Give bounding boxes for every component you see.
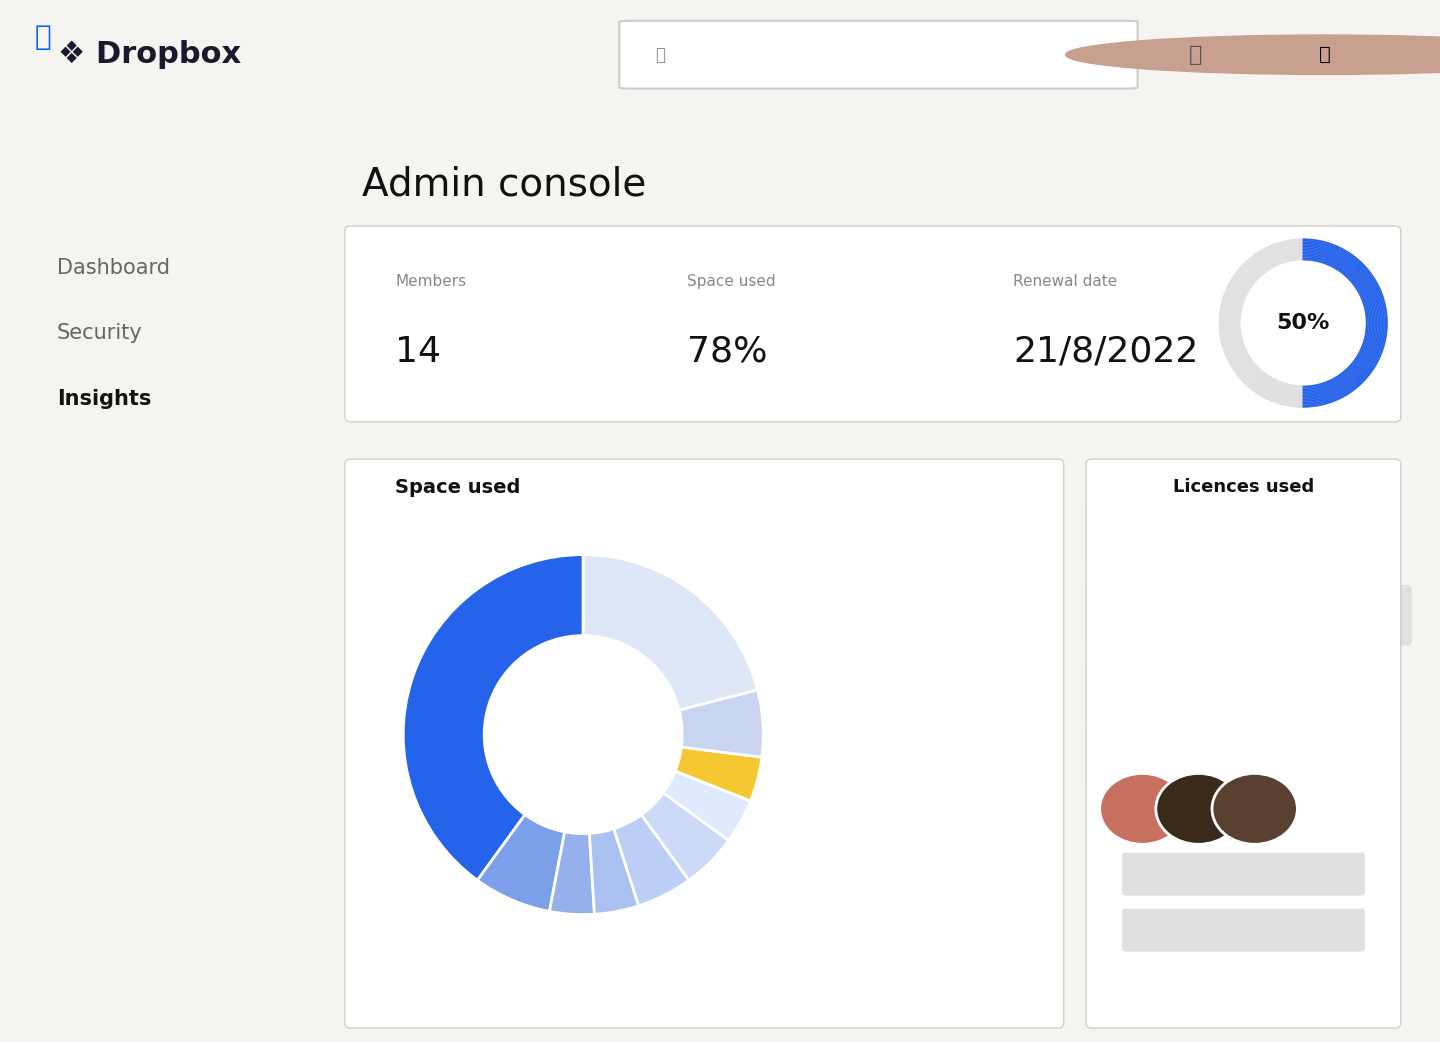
Text: Security: Security [58,323,143,343]
Text: Insights: Insights [58,389,151,408]
FancyBboxPatch shape [1122,909,1365,951]
FancyBboxPatch shape [1122,852,1365,895]
Wedge shape [550,832,595,915]
FancyBboxPatch shape [346,460,1064,1028]
Wedge shape [675,747,762,801]
Wedge shape [583,554,757,710]
Text: 14: 14 [396,334,442,369]
Text: 👤: 👤 [1319,45,1331,65]
Text: ❖ Dropbox: ❖ Dropbox [58,41,240,69]
FancyBboxPatch shape [1086,660,1322,720]
Text: 💧: 💧 [35,23,52,51]
Circle shape [1100,773,1185,844]
Wedge shape [589,828,639,914]
Wedge shape [680,690,763,758]
FancyBboxPatch shape [619,21,1138,89]
Text: Dashboard: Dashboard [58,258,170,278]
Text: Licences used: Licences used [1172,478,1315,496]
Circle shape [1212,773,1297,844]
Circle shape [1156,773,1241,844]
Text: 21/8/2022: 21/8/2022 [1014,334,1198,369]
FancyBboxPatch shape [1086,725,1300,786]
Text: Admin console: Admin console [361,165,647,203]
Text: 🔔: 🔔 [1188,45,1202,65]
Wedge shape [403,554,583,880]
Wedge shape [664,771,750,841]
Text: 78%: 78% [687,334,768,369]
Text: Space used: Space used [687,274,776,290]
Circle shape [1066,35,1440,74]
Wedge shape [613,815,688,905]
Wedge shape [641,793,729,880]
Text: Members: Members [396,274,467,290]
FancyBboxPatch shape [1086,585,1411,646]
Text: Renewal date: Renewal date [1014,274,1117,290]
Text: Space used: Space used [396,477,521,497]
FancyBboxPatch shape [346,226,1401,422]
Text: 50%: 50% [1276,313,1331,333]
Text: 🔍: 🔍 [655,46,665,64]
FancyBboxPatch shape [1086,460,1401,1028]
FancyBboxPatch shape [1086,501,1345,562]
Wedge shape [478,815,564,912]
